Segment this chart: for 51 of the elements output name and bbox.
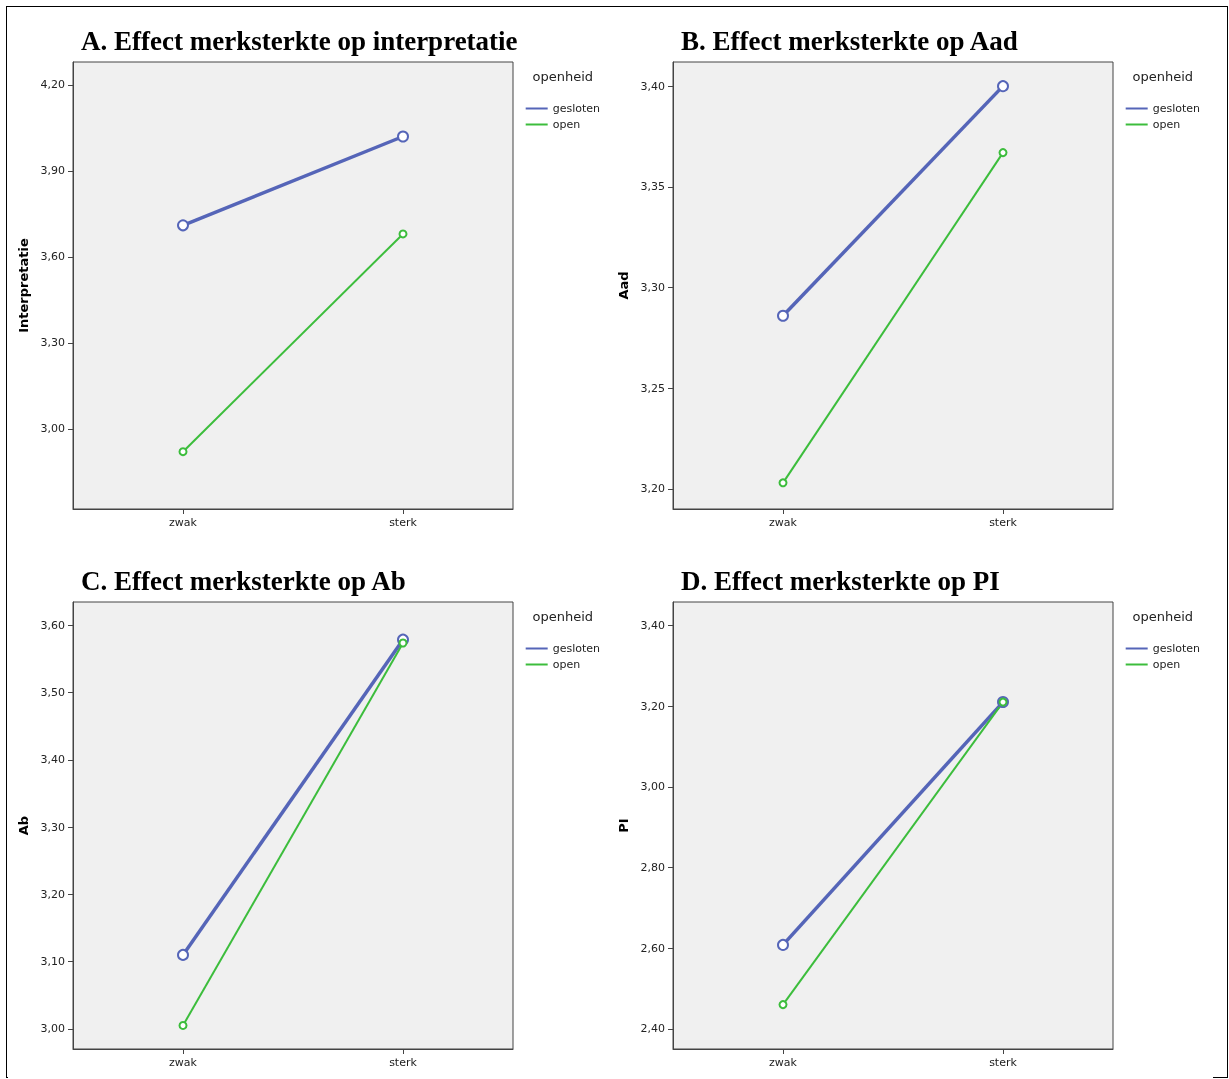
chart-title: C. Effect merksterkte op Ab: [81, 565, 406, 596]
legend-label: open: [552, 658, 581, 671]
y-tick-label: 3,00: [40, 1022, 65, 1036]
y-tick-label: 3,60: [40, 619, 65, 633]
y-tick-label: 3,90: [40, 164, 65, 178]
legend-label: open: [552, 118, 581, 131]
y-tick-label: 3,40: [640, 618, 665, 632]
y-axis-title: Aad: [615, 271, 631, 300]
y-tick-label: 3,25: [640, 381, 665, 395]
y-tick-label: 3,20: [640, 482, 665, 496]
y-axis-title: PI: [615, 818, 631, 833]
legend-title: openheid: [1132, 69, 1193, 84]
y-tick-label: 2,60: [640, 941, 665, 955]
chart-title: A. Effect merksterkte op interpretatie: [81, 25, 518, 56]
x-tick-label: zwak: [769, 1056, 798, 1069]
x-tick-label: zwak: [169, 516, 198, 529]
y-tick-label: 2,40: [640, 1022, 665, 1036]
y-tick-label: 3,30: [40, 820, 65, 834]
chart-title: B. Effect merksterkte op Aad: [681, 25, 1018, 56]
y-tick-label: 3,30: [640, 281, 665, 295]
x-tick-label: sterk: [389, 516, 418, 529]
x-tick-label: sterk: [989, 516, 1018, 529]
y-tick-label: 3,20: [640, 699, 665, 713]
legend-label: gesloten: [552, 642, 601, 655]
legend-label: open: [1152, 118, 1181, 131]
y-tick-label: 3,35: [640, 180, 665, 194]
y-tick-label: 4,20: [40, 78, 65, 92]
y-tick-label: 3,00: [40, 422, 65, 436]
legend-title: openheid: [1132, 609, 1193, 624]
y-tick-label: 3,10: [40, 955, 65, 969]
legend-title: openheid: [532, 69, 593, 84]
chart-title: D. Effect merksterkte op PI: [681, 565, 1000, 596]
y-axis-title: Interpretatie: [15, 238, 31, 333]
y-axis-title: Ab: [15, 815, 31, 836]
y-tick-label: 3,40: [640, 79, 665, 93]
legend-title: openheid: [532, 609, 593, 624]
legend-label: gesloten: [552, 102, 601, 115]
x-tick-label: sterk: [989, 1056, 1018, 1069]
legend-label: gesloten: [1152, 102, 1201, 115]
y-tick-label: 3,30: [40, 336, 65, 350]
y-tick-label: 3,20: [40, 887, 65, 901]
y-tick-label: 3,50: [40, 686, 65, 700]
y-tick-label: 3,00: [640, 780, 665, 794]
x-tick-label: zwak: [169, 1056, 198, 1069]
y-tick-label: 3,60: [40, 250, 65, 264]
legend-label: gesloten: [1152, 642, 1201, 655]
y-tick-label: 3,40: [40, 753, 65, 767]
x-tick-label: sterk: [389, 1056, 418, 1069]
legend-label: open: [1152, 658, 1181, 671]
y-tick-label: 2,80: [640, 860, 665, 874]
x-tick-label: zwak: [769, 516, 798, 529]
